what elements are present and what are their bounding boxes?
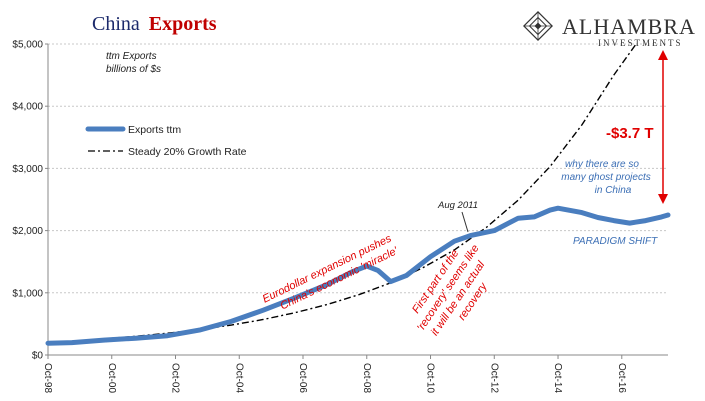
y-tick-label: $0 xyxy=(32,351,44,362)
y-tick-label: $4,000 xyxy=(12,102,43,113)
x-tick-label: Oct-14 xyxy=(552,363,563,393)
x-tick-label: Oct-04 xyxy=(233,363,244,393)
x-tick-label: Oct-06 xyxy=(297,363,308,393)
legend-label-growth: Steady 20% Growth Rate xyxy=(128,146,247,158)
y-tick-label: $5,000 xyxy=(12,40,43,51)
annotation-ghost-line-2: many ghost projects xyxy=(561,172,651,183)
y-tick-label: $1,000 xyxy=(12,288,43,299)
x-tick-labels: Oct-98 Oct-00 Oct-02 Oct-04 Oct-06 Oct-08 Oct-… xyxy=(42,355,627,393)
y-tick-label: $3,000 xyxy=(12,164,43,175)
x-tick-label: Oct-02 xyxy=(170,363,181,393)
x-tick-label: Oct-08 xyxy=(361,363,372,393)
legend: Exports ttm Steady 20% Growth Rate xyxy=(85,124,247,158)
gap-arrow xyxy=(658,50,668,204)
x-tick-label: Oct-12 xyxy=(488,363,499,393)
series-line-growth xyxy=(47,43,637,344)
x-tick-label: Oct-00 xyxy=(106,363,117,393)
annotation-recovery: First part of the 'recovery' seems like … xyxy=(410,243,490,338)
logo-sub: INVESTMENTS xyxy=(598,38,683,48)
annotation-gap-value: -$3.7 T xyxy=(606,125,654,142)
subtitle-line-1: ttm Exports xyxy=(106,51,157,62)
annotation-ghost: why there are so many ghost projects in … xyxy=(561,159,651,196)
y-tick-label: $2,000 xyxy=(12,226,43,237)
chart-title: China Exports xyxy=(92,13,217,35)
annotation-aug2011-pointer xyxy=(461,211,469,233)
x-tick-label: Oct-16 xyxy=(616,363,627,393)
gridlines xyxy=(48,43,668,294)
subtitle-line-2: billions of $s xyxy=(106,64,161,75)
chart-title-part1: China xyxy=(92,13,140,35)
legend-label-exports: Exports ttm xyxy=(128,124,181,136)
chart-title-part2: Exports xyxy=(149,13,217,35)
series-layer xyxy=(45,43,671,346)
logo-name: ALHAMBRA xyxy=(562,14,696,39)
annotation-ghost-line-3: in China xyxy=(595,185,632,196)
annotation-aug2011: Aug 2011 xyxy=(437,200,478,211)
x-tick-label: Oct-98 xyxy=(42,363,53,393)
alhambra-logo: ALHAMBRA INVESTMENTS xyxy=(523,11,696,48)
y-tick-labels: $0 $1,000 $2,000 $3,000 $4,000 $5,000 xyxy=(12,40,48,362)
diamond-lattice-icon xyxy=(523,11,553,41)
annotation-ghost-line-1: why there are so xyxy=(565,159,639,170)
x-tick-label: Oct-10 xyxy=(425,363,436,393)
annotation-paradigm: PARADIGM SHIFT xyxy=(573,236,658,247)
series-line-exports xyxy=(45,205,671,346)
